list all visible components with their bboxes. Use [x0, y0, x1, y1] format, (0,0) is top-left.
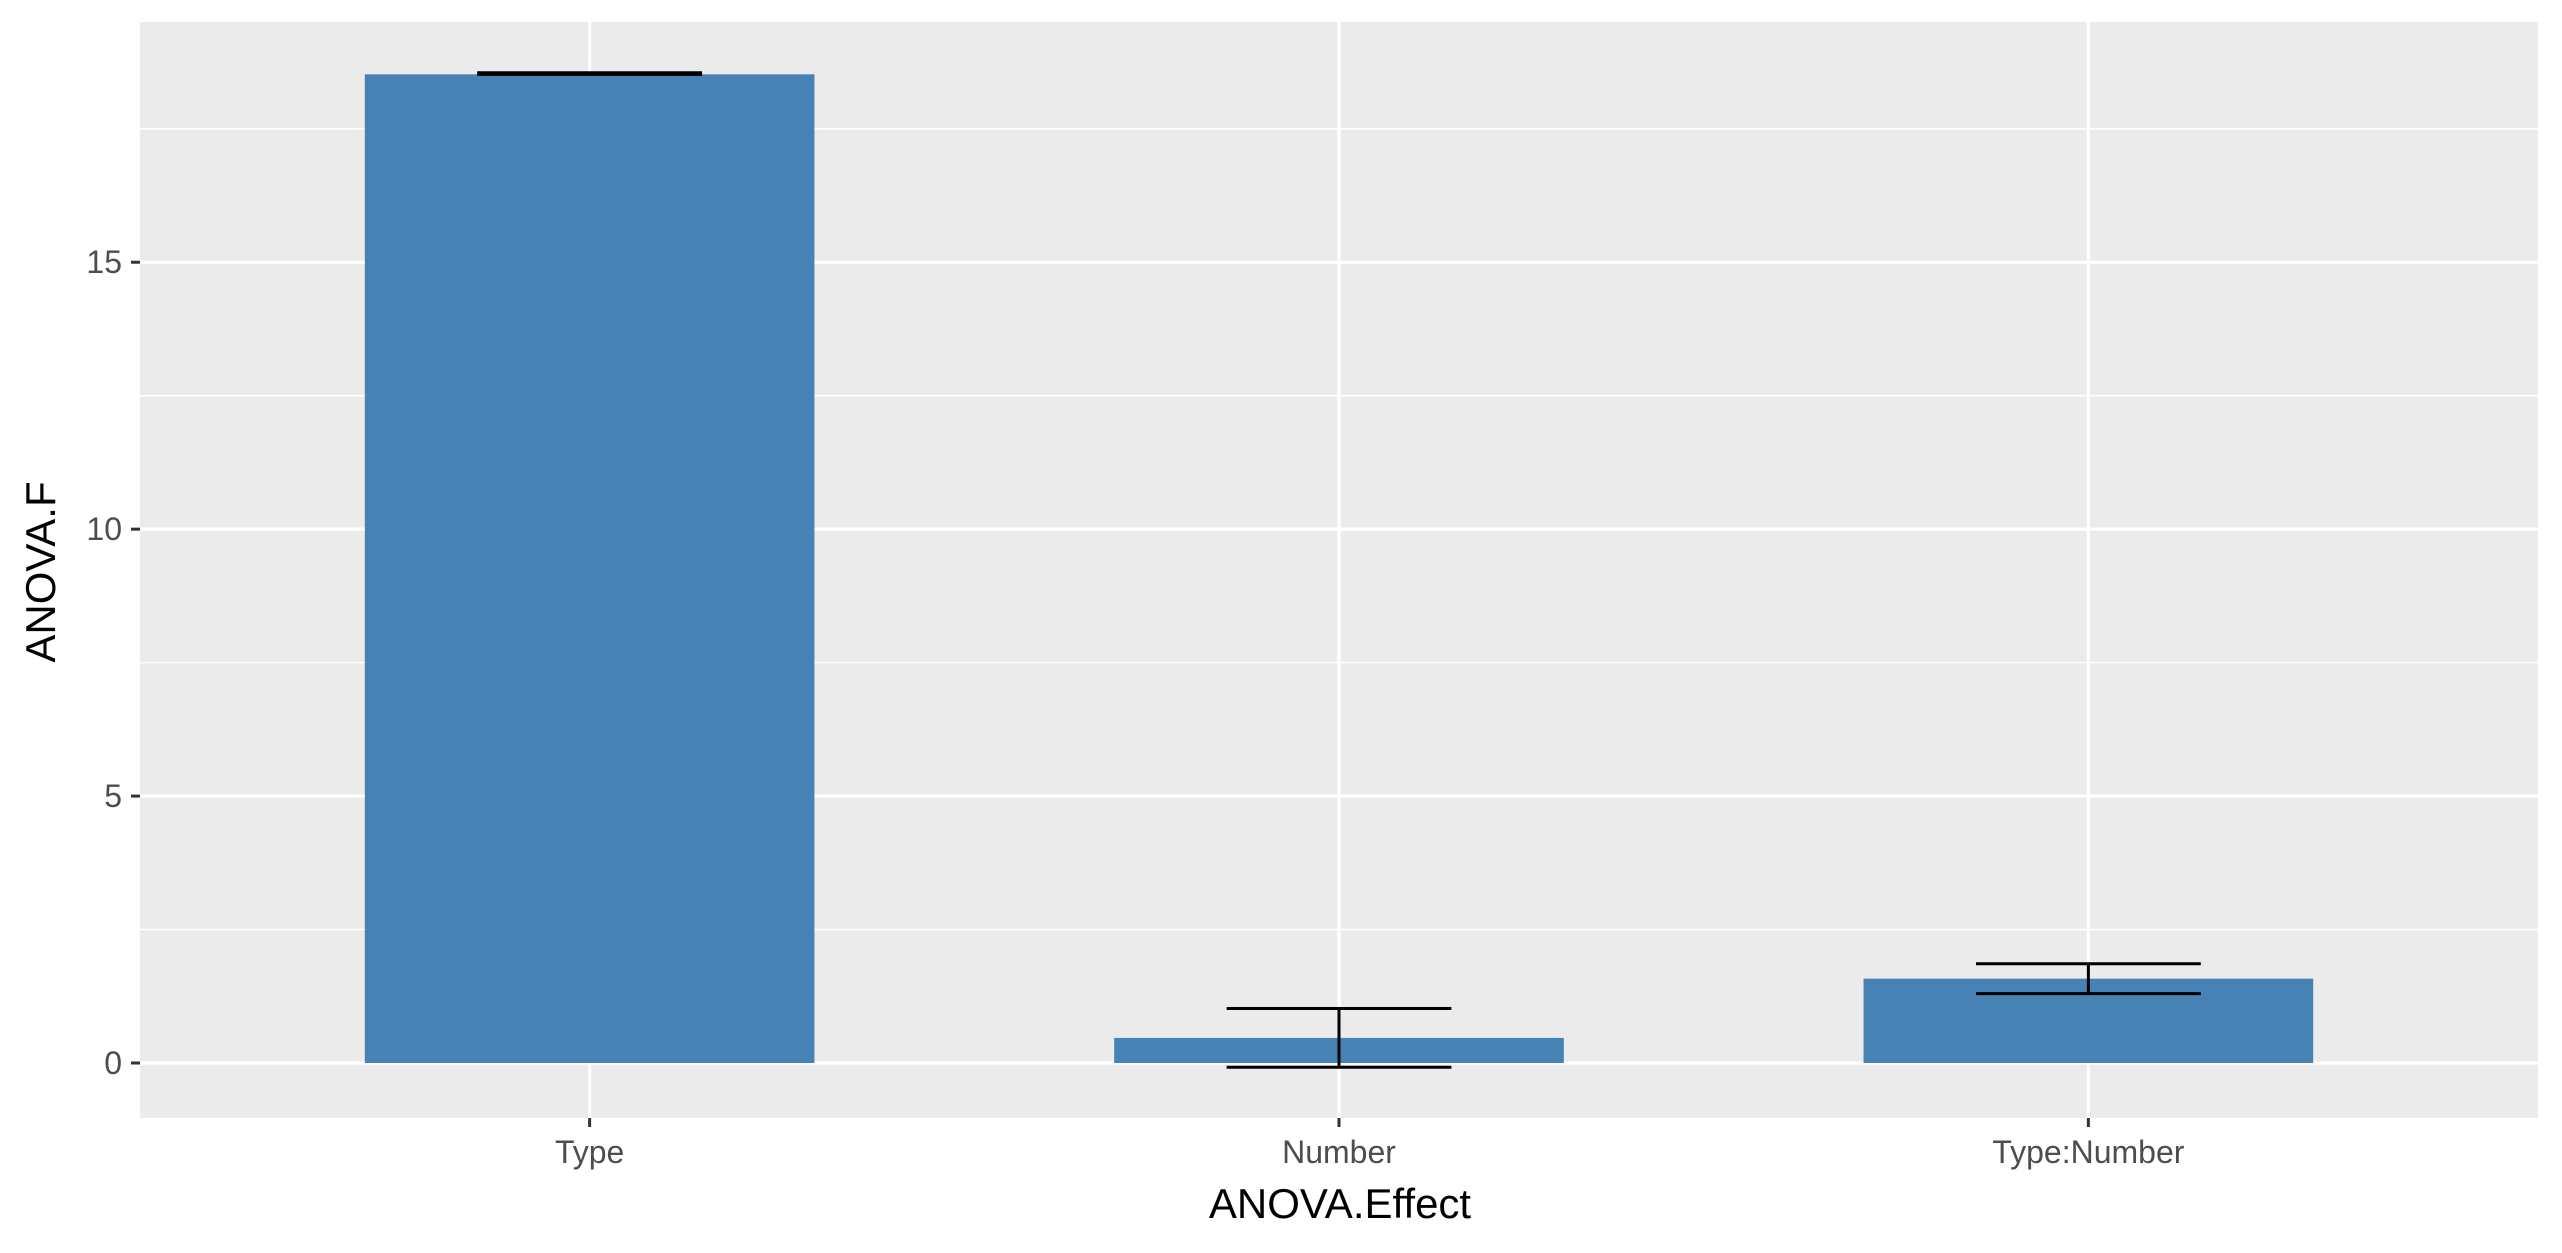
x-tick-label: Number	[1282, 1134, 1396, 1170]
y-axis: 0 5 10 15	[86, 244, 140, 1081]
bar-type	[364, 74, 815, 1064]
error-bar	[1975, 962, 2201, 996]
y-tick-label: 0	[104, 1045, 122, 1081]
x-axis: Type Number Type:Number	[555, 1118, 2185, 1170]
bars	[364, 74, 2314, 1064]
error-bar	[1226, 1007, 1452, 1069]
error-bars	[477, 71, 2201, 1069]
y-tick-label: 10	[86, 511, 122, 547]
error-bar	[477, 71, 703, 76]
x-tick-label: Type	[555, 1134, 624, 1170]
x-axis-title: ANOVA.Effect	[1209, 1180, 1472, 1227]
y-tick-label: 5	[104, 778, 122, 814]
x-tick-label: Type:Number	[1992, 1134, 2184, 1170]
y-axis-title: ANOVA.F	[17, 481, 64, 662]
y-tick-label: 15	[86, 244, 122, 280]
